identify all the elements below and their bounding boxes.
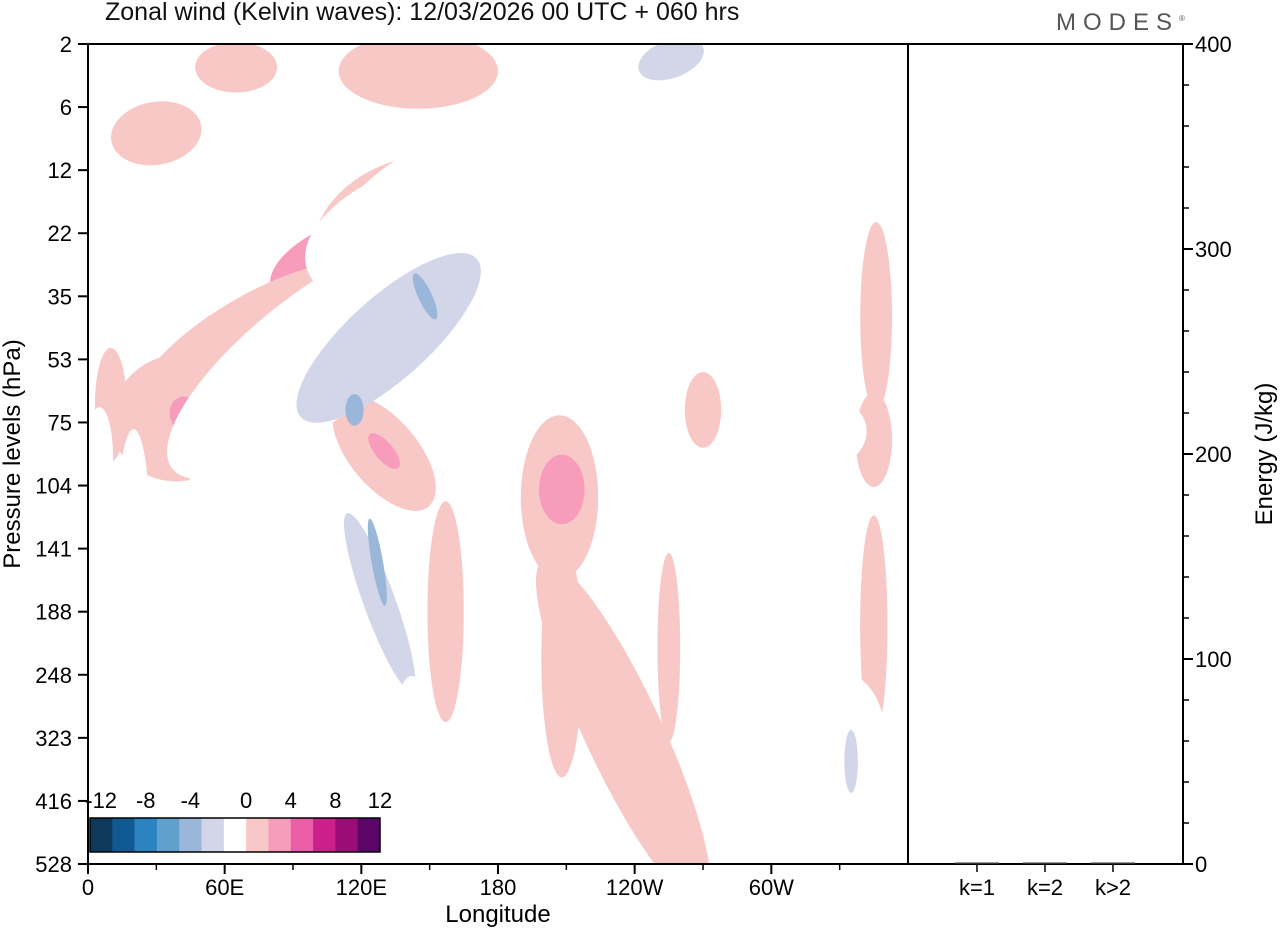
- contour-region-12: [427, 501, 464, 723]
- chart-title: Zonal wind (Kelvin waves): 12/03/2026 00…: [105, 0, 740, 26]
- contour-region-21: [855, 392, 892, 488]
- colorbar-label-2: -8: [136, 788, 156, 813]
- colorbar-swatch-10: [290, 818, 314, 852]
- colorbar-swatch-4: [156, 818, 180, 852]
- colorbar-label-5: 4: [285, 788, 297, 813]
- colorbar-swatch-12: [335, 818, 358, 852]
- x-tick-label-180: 180: [480, 875, 517, 900]
- contour-region-28: [412, 273, 438, 320]
- colorbar-label-6: 8: [329, 788, 341, 813]
- x-tick-label-120E: 120E: [336, 875, 387, 900]
- contour-field: [88, 44, 892, 864]
- colorbar-swatch-6: [201, 818, 225, 852]
- colorbar-frame: [89, 817, 381, 853]
- contour-region-43: [88, 407, 114, 509]
- contour-region-29: [345, 394, 364, 426]
- y-tick-label-2: 2: [60, 32, 72, 57]
- y-tick-label-141: 141: [35, 537, 72, 562]
- energy-cat-label-1: k=1: [959, 875, 995, 900]
- colorbar-swatch-13: [357, 818, 381, 852]
- contour-region-22: [684, 372, 722, 448]
- contour-region-18: [338, 44, 498, 109]
- contour-region-42: [732, 481, 765, 671]
- contour-region-23: [195, 44, 278, 93]
- y-tick-label-12: 12: [48, 158, 72, 183]
- colorbar-swatch-1: [90, 818, 113, 852]
- x-tick-label-60E: 60E: [205, 875, 244, 900]
- contour-region-32: [367, 518, 387, 606]
- colorbar-label-1: -12: [85, 788, 117, 813]
- colorbar-swatch-8: [246, 818, 269, 852]
- y-tick-label-6: 6: [60, 95, 72, 120]
- energy-cat-label-3: k>2: [1095, 875, 1131, 900]
- y-axis-label: Pressure levels (hPa): [0, 339, 26, 568]
- energy-tick-label-100: 100: [1195, 647, 1232, 672]
- energy-tick-label-200: 200: [1195, 442, 1232, 467]
- y-tick-label-35: 35: [48, 284, 72, 309]
- contour-region-36: [603, 44, 781, 136]
- contour-region-44: [188, 432, 261, 524]
- contour-region-9: [368, 433, 400, 470]
- y-tick-label-75: 75: [48, 410, 72, 435]
- contour-region-33: [396, 675, 463, 864]
- y-tick-label-416: 416: [35, 789, 72, 814]
- colorbar-swatch-3: [134, 818, 158, 852]
- colorbar-swatch-9: [268, 818, 292, 852]
- energy-cat-label-2: k=2: [1027, 875, 1063, 900]
- x-tick-label-60W: 60W: [749, 875, 794, 900]
- y-tick-label-22: 22: [48, 221, 72, 246]
- contour-region-16: [860, 515, 888, 737]
- contour-region-15: [657, 552, 681, 743]
- contour-region-39: [703, 185, 840, 262]
- energy-tick-label-0: 0: [1195, 852, 1207, 877]
- energy-tick-label-300: 300: [1195, 237, 1232, 262]
- colorbar-label-3: -4: [181, 788, 201, 813]
- y-tick-label-248: 248: [35, 663, 72, 688]
- energy-tick-label-400: 400: [1195, 32, 1232, 57]
- energy-bar-2: [1023, 862, 1067, 864]
- colorbar-swatch-7: [223, 818, 247, 852]
- contour-region-37: [638, 44, 704, 81]
- contour-region-41: [117, 429, 150, 619]
- energy-panel-frame: [907, 43, 1184, 865]
- x-tick-label-120W: 120W: [606, 875, 664, 900]
- energy-bar-1: [955, 862, 999, 864]
- contour-region-38: [88, 44, 174, 112]
- brand-name: MODES: [1056, 9, 1180, 36]
- colorbar-label-7: 12: [368, 788, 392, 813]
- x-axis-label: Longitude: [445, 901, 550, 928]
- y-tick-label-188: 188: [35, 600, 72, 625]
- colorbar-swatch-11: [313, 818, 336, 852]
- contour-region-17: [860, 222, 892, 412]
- contour-region-40: [767, 396, 867, 474]
- colorbar-swatch-5: [179, 818, 202, 852]
- brand-logo: MODES®: [1056, 9, 1185, 37]
- contour-region-27: [296, 253, 481, 423]
- y-tick-label-53: 53: [48, 347, 72, 372]
- contour-region-14: [535, 559, 711, 864]
- contour-region-35: [844, 729, 858, 793]
- energy-axis-label: Energy (J/kg): [1251, 383, 1278, 526]
- contour-region-25: [326, 120, 551, 280]
- y-tick-label-323: 323: [35, 726, 72, 751]
- colorbar-label-4: 0: [240, 788, 252, 813]
- contour-region-31: [343, 513, 416, 692]
- y-tick-label-104: 104: [35, 474, 72, 499]
- y-tick-label-528: 528: [35, 852, 72, 877]
- contour-region-11: [539, 454, 585, 525]
- brand-mark: ®: [1179, 14, 1185, 23]
- colorbar-swatch-2: [112, 818, 135, 852]
- contour-region-19: [111, 101, 202, 166]
- energy-bar-3: [1091, 862, 1135, 864]
- x-tick-label-0: 0: [82, 875, 94, 900]
